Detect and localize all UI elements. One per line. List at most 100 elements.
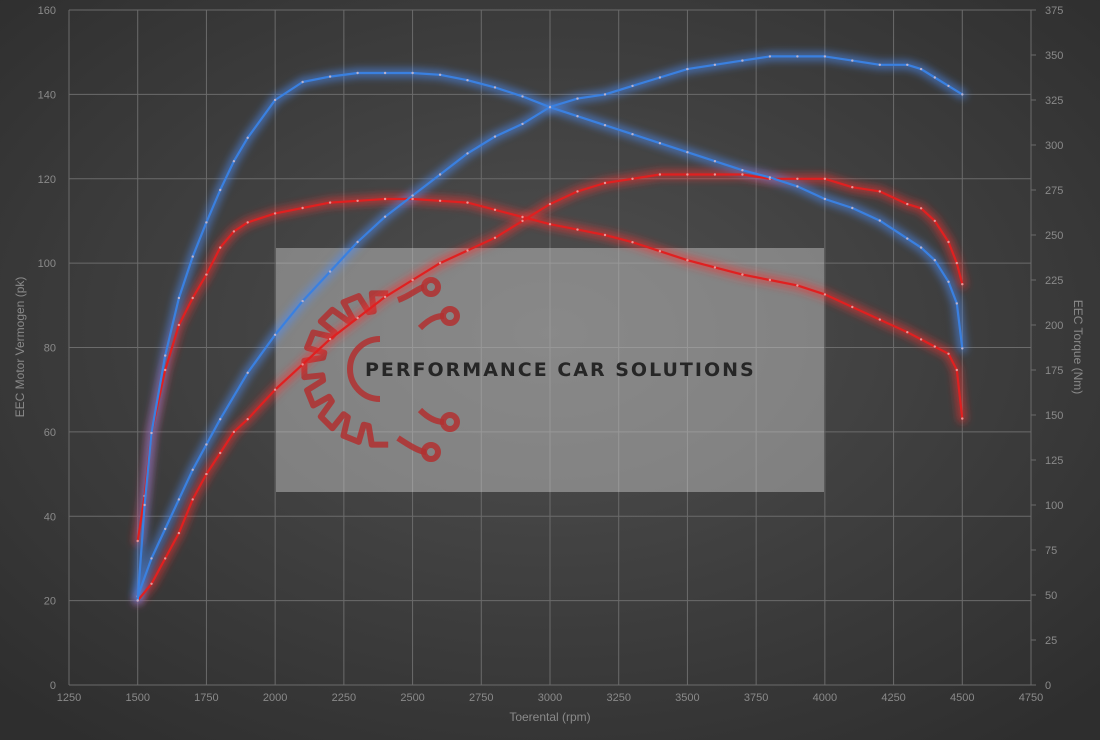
series-point xyxy=(686,259,689,262)
series-point xyxy=(658,76,662,79)
series-point xyxy=(658,250,662,253)
series-point xyxy=(383,295,387,299)
x-tick-label: 4000 xyxy=(813,692,837,704)
series-point xyxy=(493,208,497,211)
series-point xyxy=(878,190,881,193)
series-point xyxy=(177,296,181,300)
tick-labels: 1250 1500 1750 2000 2250 2500 2750 3000 3250 3500… xyxy=(38,5,1064,704)
circuit-node xyxy=(421,277,441,297)
y-right-tick-label: 150 xyxy=(1045,410,1063,422)
gear-icon xyxy=(301,290,389,448)
series-point xyxy=(205,221,208,224)
series-point xyxy=(301,299,304,303)
series-point xyxy=(713,266,717,269)
series-point xyxy=(273,333,277,336)
series-point xyxy=(631,133,634,136)
series-point xyxy=(521,219,524,223)
series-point xyxy=(823,197,827,201)
series-point xyxy=(205,273,208,276)
watermark-text: PERFORMANCE CAR SOLUTIONS xyxy=(365,359,756,381)
series-point xyxy=(823,55,827,58)
series-point xyxy=(273,212,277,215)
series-point xyxy=(961,93,964,96)
series-point xyxy=(205,472,208,476)
series-point xyxy=(741,59,744,62)
x-tick-label: 1500 xyxy=(125,692,149,704)
series-point xyxy=(232,430,236,434)
series-point xyxy=(658,173,662,176)
series-point xyxy=(713,160,717,163)
series-point xyxy=(164,354,167,357)
series-point xyxy=(232,230,236,233)
x-tick-label: 3250 xyxy=(606,692,630,704)
series-point xyxy=(919,207,923,210)
grid xyxy=(68,9,1036,686)
series-point xyxy=(686,67,689,71)
watermark-panel xyxy=(276,248,824,492)
series-point xyxy=(796,284,799,287)
series-point xyxy=(947,280,950,283)
y-right-tick-label: 225 xyxy=(1045,275,1063,287)
series-lines xyxy=(136,55,964,602)
series-point xyxy=(631,241,634,244)
series-point xyxy=(177,498,181,501)
series-point xyxy=(219,188,222,192)
series-point xyxy=(328,337,332,341)
series-point xyxy=(328,270,332,273)
y-left-tick-label: 20 xyxy=(44,596,56,608)
series-point xyxy=(328,201,332,204)
series-point xyxy=(576,228,579,231)
series-point xyxy=(356,199,359,202)
series-point xyxy=(246,221,249,224)
y-right-tick-label: 250 xyxy=(1045,230,1063,242)
series-point xyxy=(961,417,964,420)
series-point xyxy=(851,59,854,62)
x-axis-title: Toerental (rpm) xyxy=(509,710,590,724)
series-point xyxy=(164,527,167,531)
series-point xyxy=(851,305,854,309)
series-point xyxy=(356,240,359,244)
series-point xyxy=(576,190,579,193)
series-point xyxy=(246,136,249,139)
series-point xyxy=(851,186,854,189)
series-point xyxy=(768,278,772,282)
series-point xyxy=(232,160,236,163)
series-point xyxy=(150,582,153,585)
series-point xyxy=(521,122,524,126)
series-point xyxy=(741,169,744,172)
series-point xyxy=(603,93,607,96)
series-line xyxy=(136,55,964,598)
series-point xyxy=(961,283,964,286)
series-point xyxy=(933,219,936,223)
series-point xyxy=(878,318,881,321)
series-point xyxy=(177,323,181,327)
series-point xyxy=(191,498,194,501)
series-point xyxy=(603,124,607,127)
series-point xyxy=(919,67,923,71)
series-point xyxy=(301,80,304,84)
y-left-tick-label: 80 xyxy=(44,343,56,355)
gear-hub xyxy=(347,336,381,402)
series-point xyxy=(411,278,414,282)
y-left-tick-label: 0 xyxy=(50,680,56,692)
series-point xyxy=(493,86,497,89)
series-point xyxy=(150,431,153,435)
series-point xyxy=(383,197,387,201)
series-point xyxy=(576,97,579,100)
series-point xyxy=(219,418,222,421)
series-point xyxy=(603,233,607,237)
series-point xyxy=(919,338,923,341)
series-point xyxy=(906,202,909,206)
x-tick-label: 2750 xyxy=(469,692,493,704)
y-left-tick-label: 160 xyxy=(38,5,56,17)
series-point xyxy=(878,219,881,222)
y-right-tick-label: 100 xyxy=(1045,500,1063,512)
series-point xyxy=(919,246,923,249)
series-point xyxy=(548,202,552,206)
series-point xyxy=(713,63,717,66)
series-point xyxy=(603,181,607,185)
series-point xyxy=(493,236,497,239)
y-right-tick-label: 200 xyxy=(1045,320,1063,332)
series-point xyxy=(947,84,950,88)
y-right-tick-label: 300 xyxy=(1045,140,1063,152)
